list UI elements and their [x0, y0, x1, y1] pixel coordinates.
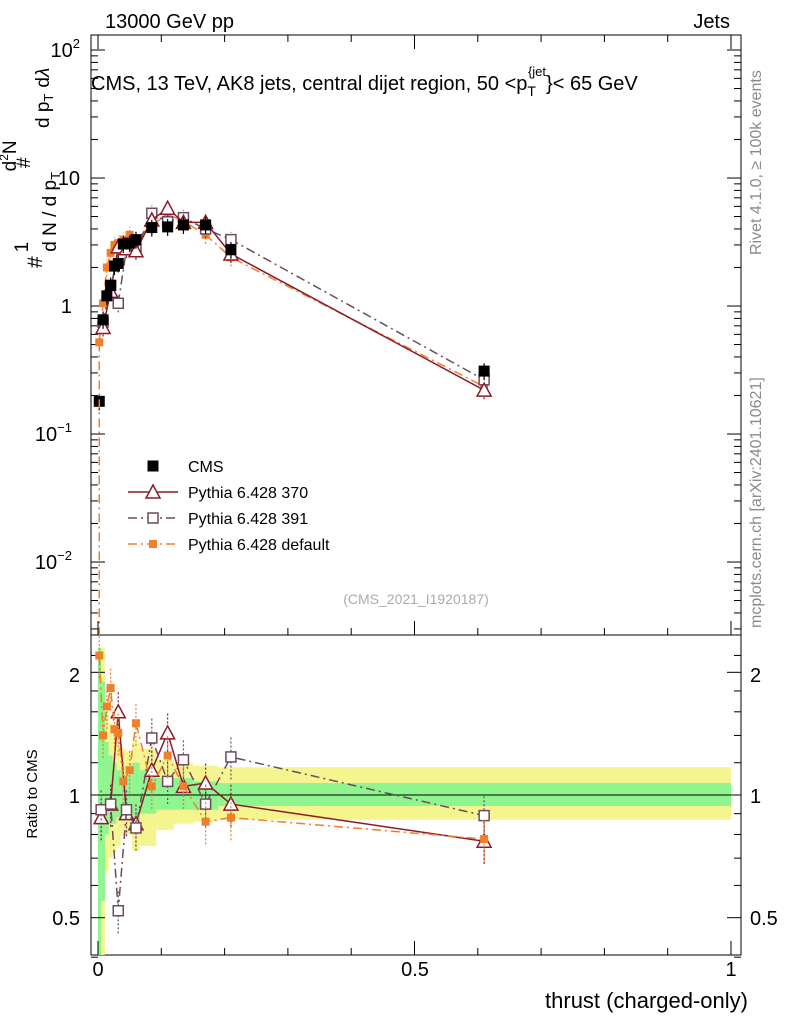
xtick-label-0: 0 — [92, 959, 103, 981]
ratio-point-pythia-6-428-391 — [104, 798, 117, 810]
ratio-y-axis-label: Ratio to CMS — [24, 749, 41, 838]
point-pythia-6-428-default — [99, 299, 108, 308]
side-text-rivet: Rivet 4.1.0, ≥ 100k events — [748, 70, 765, 255]
ytick-label-1e-1: 10−1 — [35, 420, 72, 446]
legend-marker-pythia-6-428-391 — [147, 512, 159, 524]
main-y-axis-label-denominator: d pTdλ — [33, 68, 56, 128]
ratio-point-pythia-6-428-default — [106, 684, 115, 693]
ratio-ytick-0.5-right: 0.5 — [750, 908, 778, 930]
header-jets: Jets — [693, 11, 730, 33]
legend-label-pythia-6-428-391: Pythia 6.428 391 — [188, 511, 308, 528]
point-cms — [478, 365, 490, 377]
ratio-point-pythia-6-428-370 — [159, 724, 176, 740]
ratio-point-pythia-6-428-default — [147, 782, 156, 791]
point-cms — [105, 279, 117, 291]
ratio-point-pythia-6-428-default — [179, 782, 188, 791]
ratio-ytick-1-right: 1 — [750, 786, 761, 808]
point-cms — [162, 221, 174, 233]
band-inner-bin — [112, 762, 117, 824]
band-inner-bin — [243, 783, 731, 806]
point-cms — [225, 244, 237, 256]
point-cms — [117, 238, 129, 250]
ratio-point-pythia-6-428-default — [119, 777, 128, 786]
ratio-point-pythia-6-428-391 — [177, 754, 190, 766]
ytick-label-1: 1 — [61, 296, 72, 318]
xtick-label-1: 1 — [725, 959, 736, 981]
point-pythia-6-428-370 — [475, 381, 493, 397]
band-inner-bin — [104, 741, 109, 835]
ratio-point-pythia-6-428-default — [99, 731, 108, 740]
band-inner-bin — [125, 774, 133, 814]
axis-ticks — [91, 35, 741, 958]
legend-label-pythia-6-428-370: Pythia 6.428 370 — [188, 485, 308, 502]
ratio-point-pythia-6-428-391 — [130, 822, 142, 834]
main-plot-data — [93, 199, 493, 635]
point-cms — [177, 219, 189, 231]
ytick-label-100: 102 — [51, 36, 80, 62]
header-energy: 13000 GeV pp — [105, 11, 234, 33]
legend-marker-cms — [147, 460, 159, 472]
point-pythia-6-428-default — [125, 230, 134, 239]
point-cms — [130, 234, 142, 246]
legend-marker-pythia-6-428-default — [149, 540, 157, 548]
band-inner-bin — [98, 647, 102, 955]
ratio-point-pythia-6-428-default — [95, 651, 104, 660]
ratio-point-pythia-6-428-default — [480, 834, 489, 843]
ytick-label-1e-2: 10−2 — [35, 548, 72, 574]
ratio-plot-data — [92, 635, 493, 934]
series-line-pythia-6-428-391 — [102, 212, 485, 381]
main-y-axis-label: #1d N / d pT#d2N — [0, 140, 63, 268]
point-pythia-6-428-391 — [112, 297, 125, 310]
ratio-ytick-2: 2 — [69, 665, 80, 687]
ratio-point-pythia-6-428-default — [201, 817, 210, 826]
point-cms — [112, 257, 124, 269]
legend: CMS Pythia 6.428 370 Pythia 6.428 391 Pythi… — [128, 459, 330, 554]
ratio-point-pythia-6-428-391 — [146, 732, 158, 744]
ratio-point-pythia-6-428-391 — [95, 804, 107, 816]
point-cms — [101, 290, 113, 302]
analysis-watermark: (CMS_2021_I1920187) — [343, 591, 489, 607]
band-inner-bin — [116, 770, 121, 818]
ratio-point-pythia-6-428-default — [125, 766, 134, 775]
legend-label-cms: CMS — [188, 459, 224, 476]
xtick-label-0.5: 0.5 — [401, 959, 429, 981]
ratio-point-pythia-6-428-default — [131, 719, 140, 728]
ratio-point-pythia-6-428-default — [226, 813, 235, 822]
point-cms — [200, 219, 212, 231]
point-cms — [97, 314, 109, 326]
band-inner-bin — [132, 762, 140, 824]
ratio-band-inner — [98, 647, 731, 955]
ratio-point-pythia-6-428-391 — [112, 904, 125, 917]
point-pythia-6-428-default — [102, 263, 111, 272]
point-pythia-6-428-370 — [127, 242, 145, 258]
point-cms — [124, 237, 136, 249]
side-text-mcplots: mcplots.cern.ch [arXiv:2401.10621] — [748, 377, 765, 628]
ratio-ytick-1: 1 — [69, 786, 80, 808]
series-line-pythia-6-428-default — [98, 213, 485, 388]
x-axis-label: thrust (charged-only) — [545, 988, 748, 1013]
plot-title: CMS, 13 TeV, AK8 jets, central dijet reg… — [91, 64, 638, 99]
ytick-label-10: 10 — [58, 168, 80, 190]
ratio-ytick-2-right: 2 — [750, 665, 761, 687]
ratio-point-pythia-6-428-391 — [225, 751, 237, 763]
series-line-pythia-6-428-370 — [102, 207, 485, 391]
point-pythia-6-428-default — [201, 230, 210, 239]
point-cms — [146, 222, 158, 234]
ratio-point-pythia-6-428-391 — [120, 804, 133, 816]
point-pythia-6-428-370 — [159, 199, 176, 216]
legend-label-pythia-6-428-default: Pythia 6.428 default — [188, 537, 330, 554]
ratio-point-pythia-6-428-default — [102, 702, 111, 711]
ratio-ytick-0.5: 0.5 — [52, 908, 80, 930]
legend-marker-pythia-6-428-370 — [144, 483, 162, 499]
ratio-point-pythia-6-428-default — [163, 751, 172, 760]
ratio-point-pythia-6-428-391 — [478, 809, 490, 822]
band-inner-bin — [101, 681, 105, 901]
ratio-point-pythia-6-428-default — [114, 728, 123, 737]
